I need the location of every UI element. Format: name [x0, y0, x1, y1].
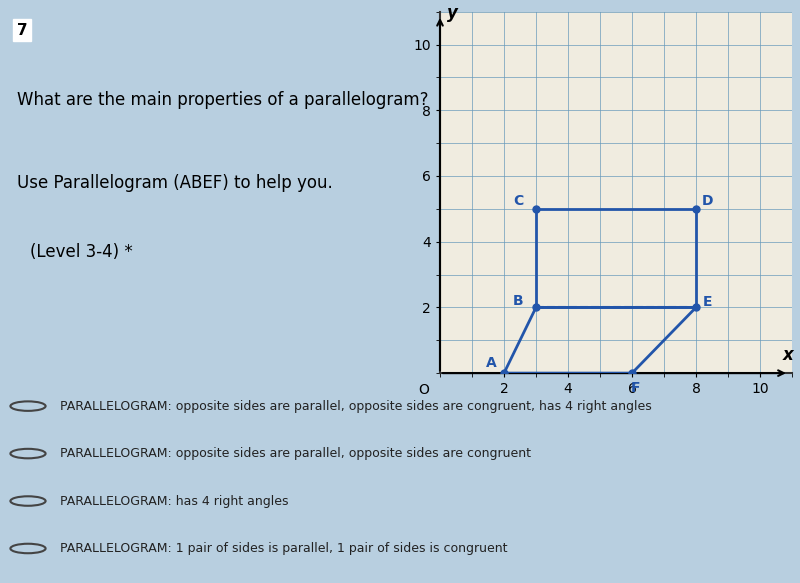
Text: E: E [702, 296, 712, 310]
Text: O: O [418, 382, 430, 396]
Text: PARALLELOGRAM: 1 pair of sides is parallel, 1 pair of sides is congruent: PARALLELOGRAM: 1 pair of sides is parall… [60, 542, 507, 555]
Text: y: y [447, 3, 458, 22]
Text: PARALLELOGRAM: opposite sides are parallel, opposite sides are congruent: PARALLELOGRAM: opposite sides are parall… [60, 447, 531, 460]
Text: x: x [782, 346, 793, 364]
Text: PARALLELOGRAM: has 4 right angles: PARALLELOGRAM: has 4 right angles [60, 494, 289, 508]
Text: D: D [702, 194, 713, 208]
Text: Use Parallelogram (ABEF) to help you.: Use Parallelogram (ABEF) to help you. [17, 174, 332, 192]
Text: (Level 3-4) *: (Level 3-4) * [30, 243, 132, 261]
Text: A: A [486, 356, 497, 370]
Text: What are the main properties of a parallelogram?: What are the main properties of a parall… [17, 91, 428, 109]
Text: 7: 7 [17, 23, 27, 37]
Text: PARALLELOGRAM: opposite sides are parallel, opposite sides are congruent, has 4 : PARALLELOGRAM: opposite sides are parall… [60, 399, 652, 413]
Text: F: F [630, 381, 640, 395]
Text: B: B [513, 294, 524, 308]
Text: C: C [514, 194, 523, 208]
